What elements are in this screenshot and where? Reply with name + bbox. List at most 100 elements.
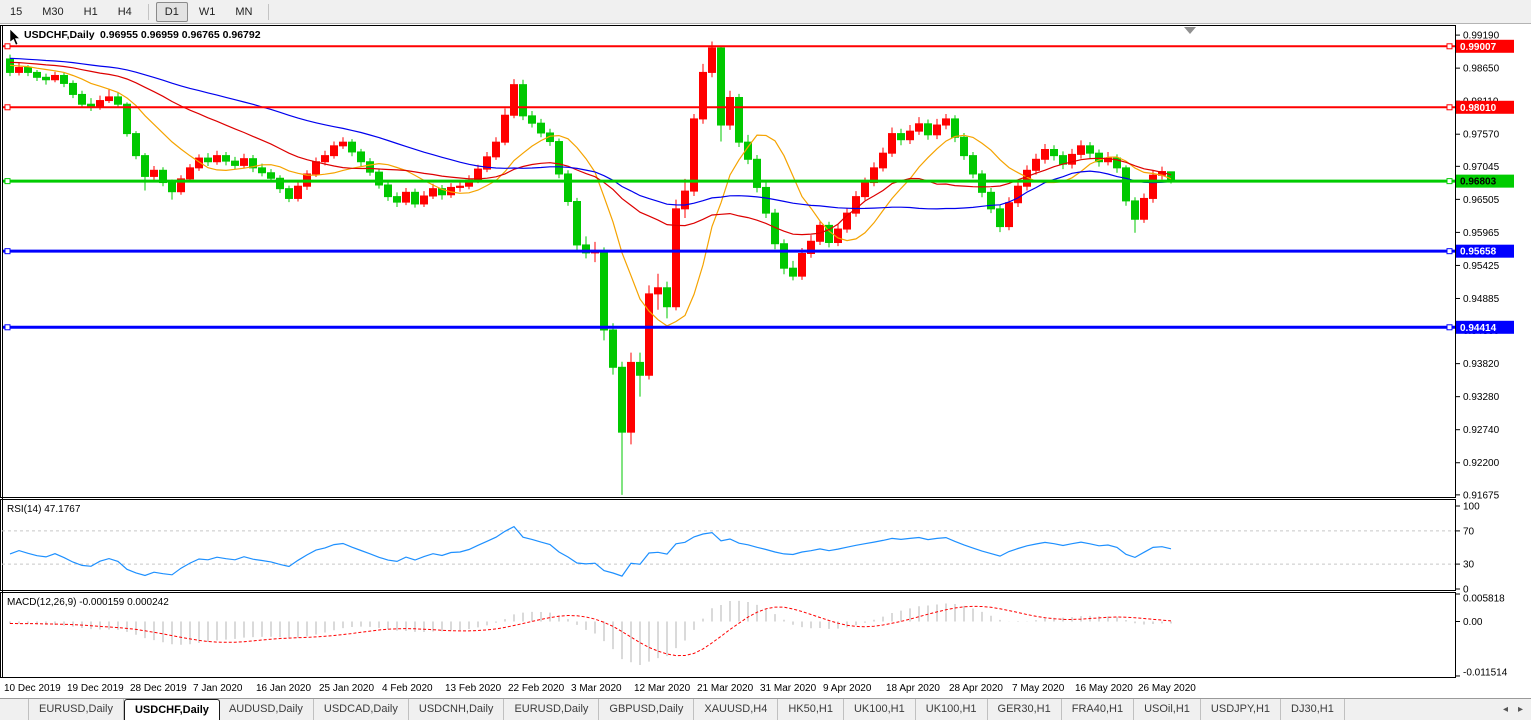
chart-shift-marker-icon[interactable] <box>1184 27 1196 34</box>
timeframe-button-MN[interactable]: MN <box>235 5 253 18</box>
date-axis: 10 Dec 2019 19 Dec 2019 28 Dec 2019 7 Jan 2… <box>4 683 1196 694</box>
rsi-line <box>9 525 1172 577</box>
price-axis-label: 0.93280 <box>1463 392 1500 403</box>
candle <box>258 167 266 174</box>
line-handle[interactable] <box>4 43 11 50</box>
chart-tab-hk50-h1[interactable]: HK50,H1 <box>778 699 844 720</box>
candle <box>735 96 743 143</box>
line-handle[interactable] <box>1446 324 1453 331</box>
date-axis-label: 12 Mar 2020 <box>634 683 691 694</box>
candle <box>195 157 203 169</box>
chart-area[interactable]: 0.991900.986500.981100.975700.970450.965… <box>0 0 1531 698</box>
chart-tab-eurusd-daily[interactable]: EURUSD,Daily <box>504 699 600 720</box>
macd-indicator-label: MACD(12,26,9) -0.000159 0.000242 <box>7 597 169 608</box>
rsi-axis-label: 100 <box>1463 502 1480 513</box>
candle <box>852 196 860 214</box>
rsi-panel[interactable] <box>0 499 1456 591</box>
timeframe-button-D1[interactable]: D1 <box>155 1 188 22</box>
date-axis-label: 25 Jan 2020 <box>319 683 374 694</box>
candle <box>483 156 491 170</box>
price-tag-text: 0.98010 <box>1460 103 1497 114</box>
candle <box>393 196 401 203</box>
tab-scroll-left-icon[interactable]: ◂ <box>1502 704 1508 715</box>
line-handle[interactable] <box>1446 178 1453 185</box>
candle <box>24 67 32 73</box>
candle <box>375 171 383 186</box>
chart-tab-uk100-h1[interactable]: UK100,H1 <box>916 699 988 720</box>
chart-tab-usoil-h1[interactable]: USOil,H1 <box>1134 699 1201 720</box>
date-axis-label: 3 Mar 2020 <box>571 683 622 694</box>
chart-tab-ger30-h1[interactable]: GER30,H1 <box>988 699 1062 720</box>
moving-average-10 <box>9 64 1172 327</box>
line-handle[interactable] <box>1446 104 1453 111</box>
price-axis-label: 0.95425 <box>1463 261 1500 272</box>
chart-tab-xauusd-h4[interactable]: XAUUSD,H4 <box>694 699 779 720</box>
timeframe-button-H4[interactable]: H4 <box>117 5 132 18</box>
candle <box>915 123 923 132</box>
candle <box>204 157 212 163</box>
line-handle[interactable] <box>4 178 11 185</box>
candle <box>330 145 338 157</box>
line-handle[interactable] <box>4 104 11 111</box>
timeframe-button-M30[interactable]: M30 <box>42 5 64 18</box>
candle <box>1068 153 1076 165</box>
candle <box>1131 200 1139 220</box>
macd-panel[interactable] <box>0 592 1456 678</box>
rsi-layer: 100 70 30 0 <box>2 502 1480 596</box>
date-axis-label: 13 Feb 2020 <box>445 683 502 694</box>
chart-tab-usdcnh-daily[interactable]: USDCNH,Daily <box>409 699 505 720</box>
chart-tab-uk100-h1[interactable]: UK100,H1 <box>844 699 916 720</box>
chart-tab-usdjpy-h1[interactable]: USDJPY,H1 <box>1201 699 1282 720</box>
moving-average-45 <box>9 57 1172 210</box>
candle <box>951 118 959 138</box>
candle <box>357 151 365 163</box>
candle <box>1122 167 1130 202</box>
price-tag-0.95658 <box>1456 244 1514 258</box>
candle <box>996 208 1004 228</box>
chart-tab-dj30-h1[interactable]: DJ30,H1 <box>1281 699 1345 720</box>
chart-tab-eurusd-daily[interactable]: EURUSD,Daily <box>28 699 124 720</box>
tab-scroll-right-icon[interactable]: ▸ <box>1517 704 1523 715</box>
candle <box>933 124 941 136</box>
candle <box>222 155 230 162</box>
chart-tab-fra40-h1[interactable]: FRA40,H1 <box>1062 699 1135 720</box>
rsi-axis-label: 30 <box>1463 560 1475 571</box>
candle <box>528 115 536 124</box>
candle <box>663 287 671 308</box>
chart-tab-usdchf-daily[interactable]: USDCHF,Daily <box>123 699 220 720</box>
line-handle[interactable] <box>4 324 11 331</box>
candle <box>339 141 347 147</box>
main-chart-panel[interactable] <box>0 25 1456 498</box>
candle <box>501 114 509 143</box>
candle <box>411 191 419 205</box>
line-handle[interactable] <box>1446 248 1453 255</box>
timeframe-button-H1[interactable]: H1 <box>83 5 98 18</box>
candle <box>780 243 788 269</box>
candle <box>348 141 356 153</box>
line-handle[interactable] <box>1446 43 1453 50</box>
chart-tab-gbpusd-daily[interactable]: GBPUSD,Daily <box>599 699 695 720</box>
timeframe-button-15[interactable]: 15 <box>10 5 23 18</box>
candle <box>276 177 284 190</box>
price-axis-label: 0.94885 <box>1463 294 1500 305</box>
candle <box>573 201 581 246</box>
rsi-axis-label: 0 <box>1463 585 1469 596</box>
chart-tab-audusd-daily[interactable]: AUDUSD,Daily <box>219 699 314 720</box>
candle <box>717 47 725 126</box>
candle <box>627 361 635 433</box>
candle <box>33 71 41 78</box>
date-axis-label: 7 May 2020 <box>1012 683 1065 694</box>
candle <box>1005 202 1013 228</box>
candle <box>1014 185 1022 204</box>
candle <box>60 74 68 84</box>
moving-average-25 <box>9 61 1172 236</box>
chart-tab-usdcad-daily[interactable]: USDCAD,Daily <box>314 699 409 720</box>
line-handle[interactable] <box>4 248 11 255</box>
candle <box>78 93 86 105</box>
candle <box>1041 149 1049 160</box>
candle <box>177 178 185 193</box>
timeframe-button-W1[interactable]: W1 <box>198 5 216 18</box>
candle <box>321 155 329 163</box>
date-axis-label: 4 Feb 2020 <box>382 683 433 694</box>
